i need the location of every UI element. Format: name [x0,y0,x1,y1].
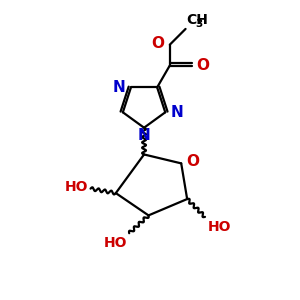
Text: 3: 3 [195,19,202,28]
Text: HO: HO [207,220,231,234]
Text: CH: CH [186,13,208,27]
Text: O: O [196,58,209,73]
Text: N: N [113,80,126,95]
Text: HO: HO [104,236,128,250]
Text: O: O [152,36,164,51]
Text: HO: HO [65,180,88,194]
Text: N: N [137,128,150,143]
Text: N: N [171,105,183,120]
Text: O: O [187,154,200,169]
